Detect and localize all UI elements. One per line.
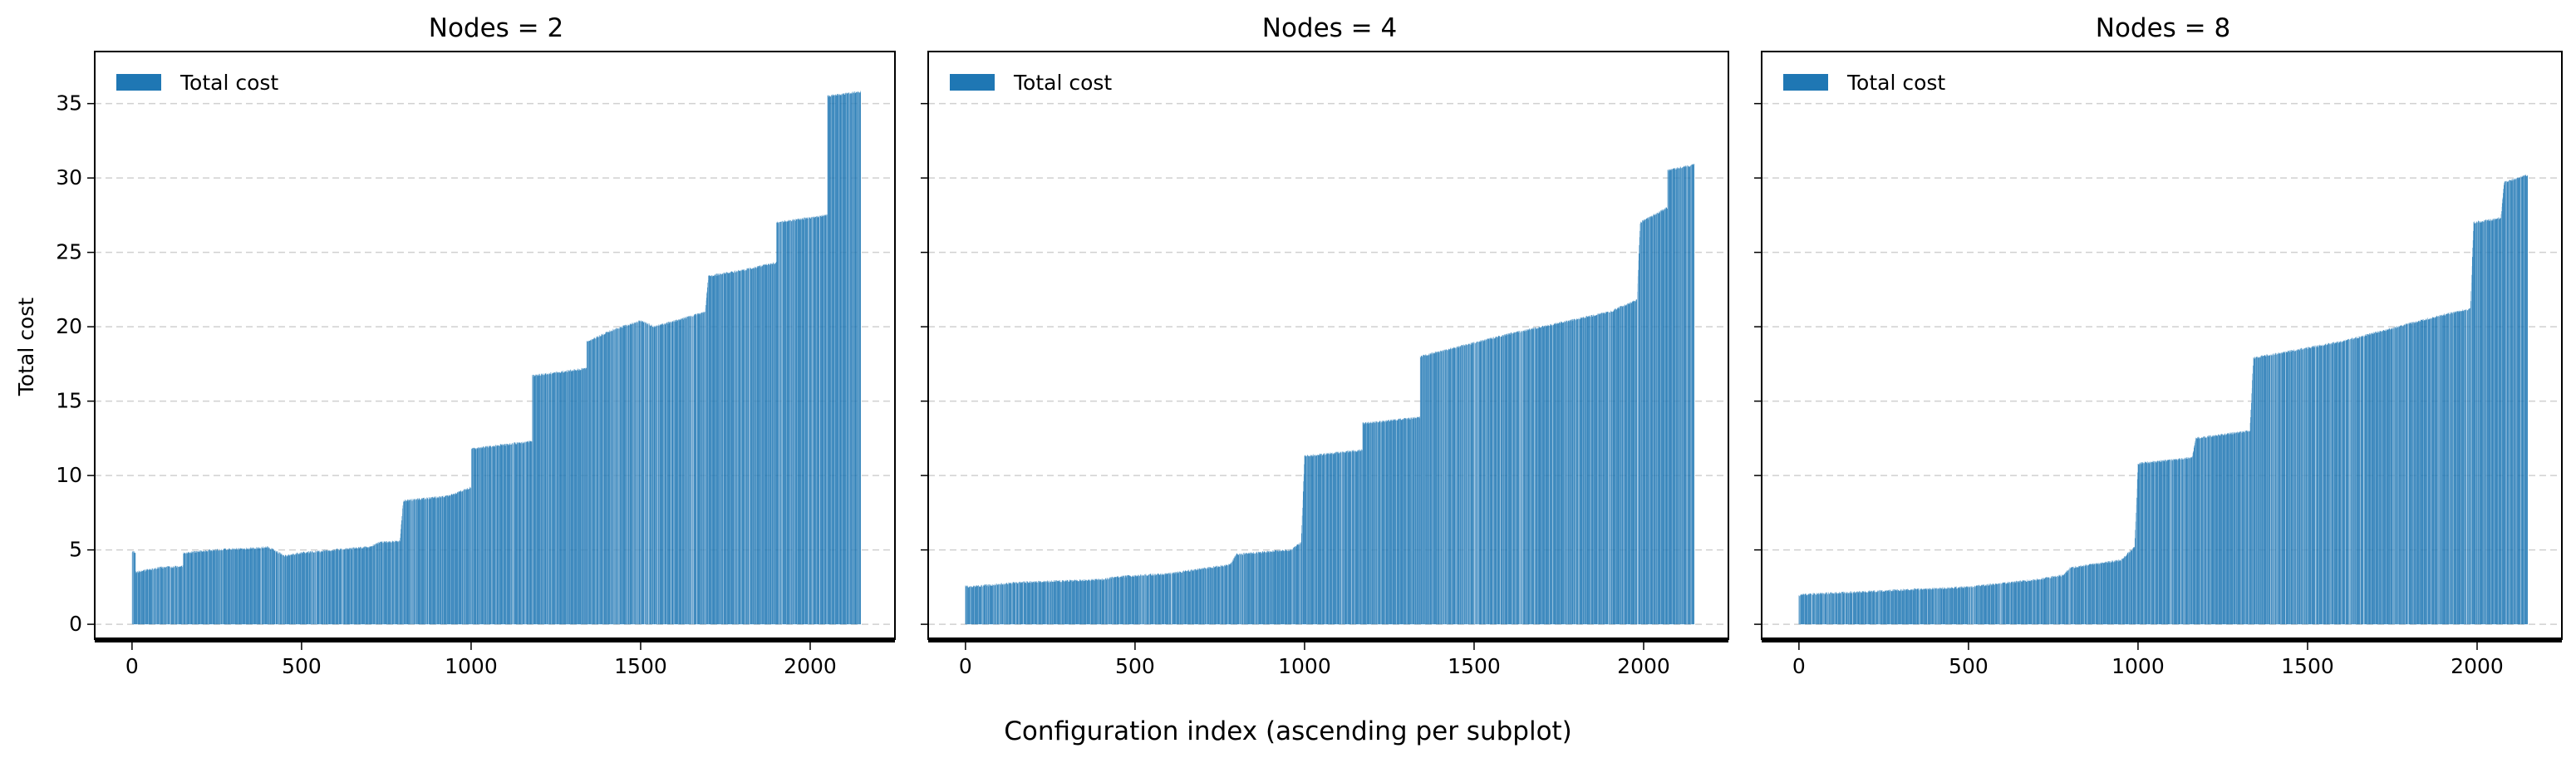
x-tick-label: 2000 (1617, 654, 1670, 678)
subplot-nodes-2: Nodes = 2 0 5 10 15 20 25 30 35 0 500 1000 1500 200… (56, 13, 896, 678)
y-axis-ticks (921, 102, 928, 625)
legend: Total cost (950, 71, 1112, 95)
bar-series (131, 91, 862, 625)
legend: Total cost (116, 71, 278, 95)
x-tick-label: 500 (282, 654, 322, 678)
y-tick-label: 10 (56, 463, 82, 487)
x-tick-label: 1500 (614, 654, 667, 678)
y-tick-label: 0 (69, 612, 82, 636)
y-tick-label: 20 (56, 314, 82, 338)
x-axis-thick-line (95, 637, 895, 642)
x-tick-label: 1500 (1448, 654, 1501, 678)
subplot-title: Nodes = 8 (2096, 13, 2230, 43)
x-tick-label: 0 (125, 654, 139, 678)
y-tick-label: 25 (56, 240, 82, 264)
legend-label: Total cost (179, 71, 278, 95)
y-tick-label: 30 (56, 165, 82, 190)
x-axis-ticks: 0 500 1000 1500 2000 (125, 642, 837, 678)
x-tick-label: 1000 (445, 654, 498, 678)
x-axis-thick-line (928, 637, 1728, 642)
subplot-title: Nodes = 4 (1262, 13, 1397, 43)
subplot-nodes-4: Nodes = 4 0 500 1000 1500 2000 Total cost (921, 13, 1729, 678)
x-tick-label: 500 (1115, 654, 1155, 678)
x-tick-label: 0 (959, 654, 972, 678)
y-axis-ticks: 0 5 10 15 20 25 30 35 (56, 91, 95, 636)
subplot-title: Nodes = 2 (429, 13, 563, 43)
bar-series (1798, 175, 2529, 625)
y-tick-label: 35 (56, 91, 82, 116)
y-tick-label: 15 (56, 389, 82, 413)
subplot-nodes-8: Nodes = 8 0 500 1000 1500 2000 Total cost (1754, 13, 2563, 678)
x-tick-label: 2000 (784, 654, 837, 678)
x-axis-ticks: 0 500 1000 1500 2000 (959, 642, 1670, 678)
legend-swatch (950, 74, 995, 91)
y-tick-label: 5 (69, 538, 82, 562)
x-tick-label: 1000 (1278, 654, 1331, 678)
bar-series (965, 164, 1695, 625)
legend-label: Total cost (1013, 71, 1112, 95)
legend-swatch (116, 74, 161, 91)
